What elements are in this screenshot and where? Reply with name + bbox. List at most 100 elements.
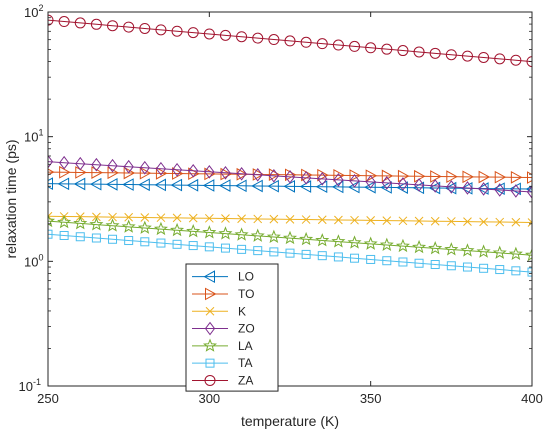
data-point [48,154,54,169]
data-point [365,42,377,54]
data-point [524,247,532,262]
series-line [48,19,532,63]
legend-label: TA [238,356,252,370]
data-point [59,165,71,179]
data-point [430,179,441,193]
data-point [460,243,475,257]
data-point [107,166,120,180]
data-point [333,252,343,262]
data-point [204,213,214,223]
series-layer [48,14,532,277]
data-point [59,230,69,240]
data-point [300,36,312,48]
data-point [334,215,343,225]
data-point [282,230,298,245]
data-point [492,245,507,259]
data-point [108,212,117,222]
data-point [138,178,150,192]
data-point [156,238,166,248]
legend-label: ZO [238,322,255,336]
data-point [253,214,263,224]
data-point [347,180,360,194]
series-to [48,165,532,184]
data-point [140,213,150,222]
data-point [349,174,360,188]
data-point [186,178,199,192]
data-point [172,167,184,180]
data-point [48,177,53,190]
data-point [221,214,230,223]
data-point [172,239,182,249]
data-point [379,237,394,251]
data-point [317,251,327,261]
data-point [171,162,183,177]
data-point [446,170,458,183]
y-tick-label: 10 0 [24,252,43,269]
data-point [220,167,233,181]
data-point [332,39,344,51]
data-point [48,14,54,26]
data-point [203,28,215,40]
data-point [268,168,281,181]
x-axis-label: temperature (K) [241,413,339,429]
data-point [266,229,281,244]
legend-marker [202,338,218,352]
data-point [284,169,296,184]
data-point [349,169,362,182]
data-point [446,180,457,194]
data-point [494,170,507,184]
data-point [170,178,183,192]
series-la [48,213,532,262]
data-point [234,227,249,241]
data-point [220,243,230,253]
series-line [48,183,532,190]
data-point [153,221,168,236]
data-point [253,246,263,256]
data-point [108,234,118,244]
data-point [283,179,295,193]
data-point [301,171,312,185]
data-point [188,213,198,223]
legend-item-ta: TA [192,356,252,370]
data-point [462,181,473,195]
legend-item-to: TO [192,287,254,301]
data-point [107,20,119,32]
data-point [202,225,217,239]
data-point [413,178,425,192]
data-point [331,180,344,194]
data-point [364,180,376,194]
y-tick-label-base: 10 [24,130,38,145]
legend-marker [205,287,217,301]
series-ta [48,229,532,277]
series-line [48,220,532,256]
data-point [90,18,102,30]
data-point [155,161,167,176]
legend-label: LO [238,270,254,284]
data-point [124,212,134,222]
data-point [269,214,279,224]
data-point [73,177,86,191]
data-point [365,169,378,183]
data-point [331,234,346,248]
data-point [365,175,376,189]
y-tick-label-exponent: 0 [39,252,44,262]
data-point [398,257,408,267]
data-point [218,226,233,240]
legend-box [185,263,279,392]
data-point [430,216,440,226]
data-point [527,267,532,277]
data-point [252,32,264,44]
data-point [91,157,102,172]
data-point [139,160,150,175]
data-point [511,266,521,276]
data-point [414,258,424,268]
data-point [382,216,392,225]
data-point [397,45,409,57]
data-point [428,241,443,255]
data-point [478,182,489,196]
data-point [494,183,505,197]
data-point [155,167,168,180]
data-point [315,233,330,247]
data-point [57,177,70,191]
legend-marker [204,374,216,386]
